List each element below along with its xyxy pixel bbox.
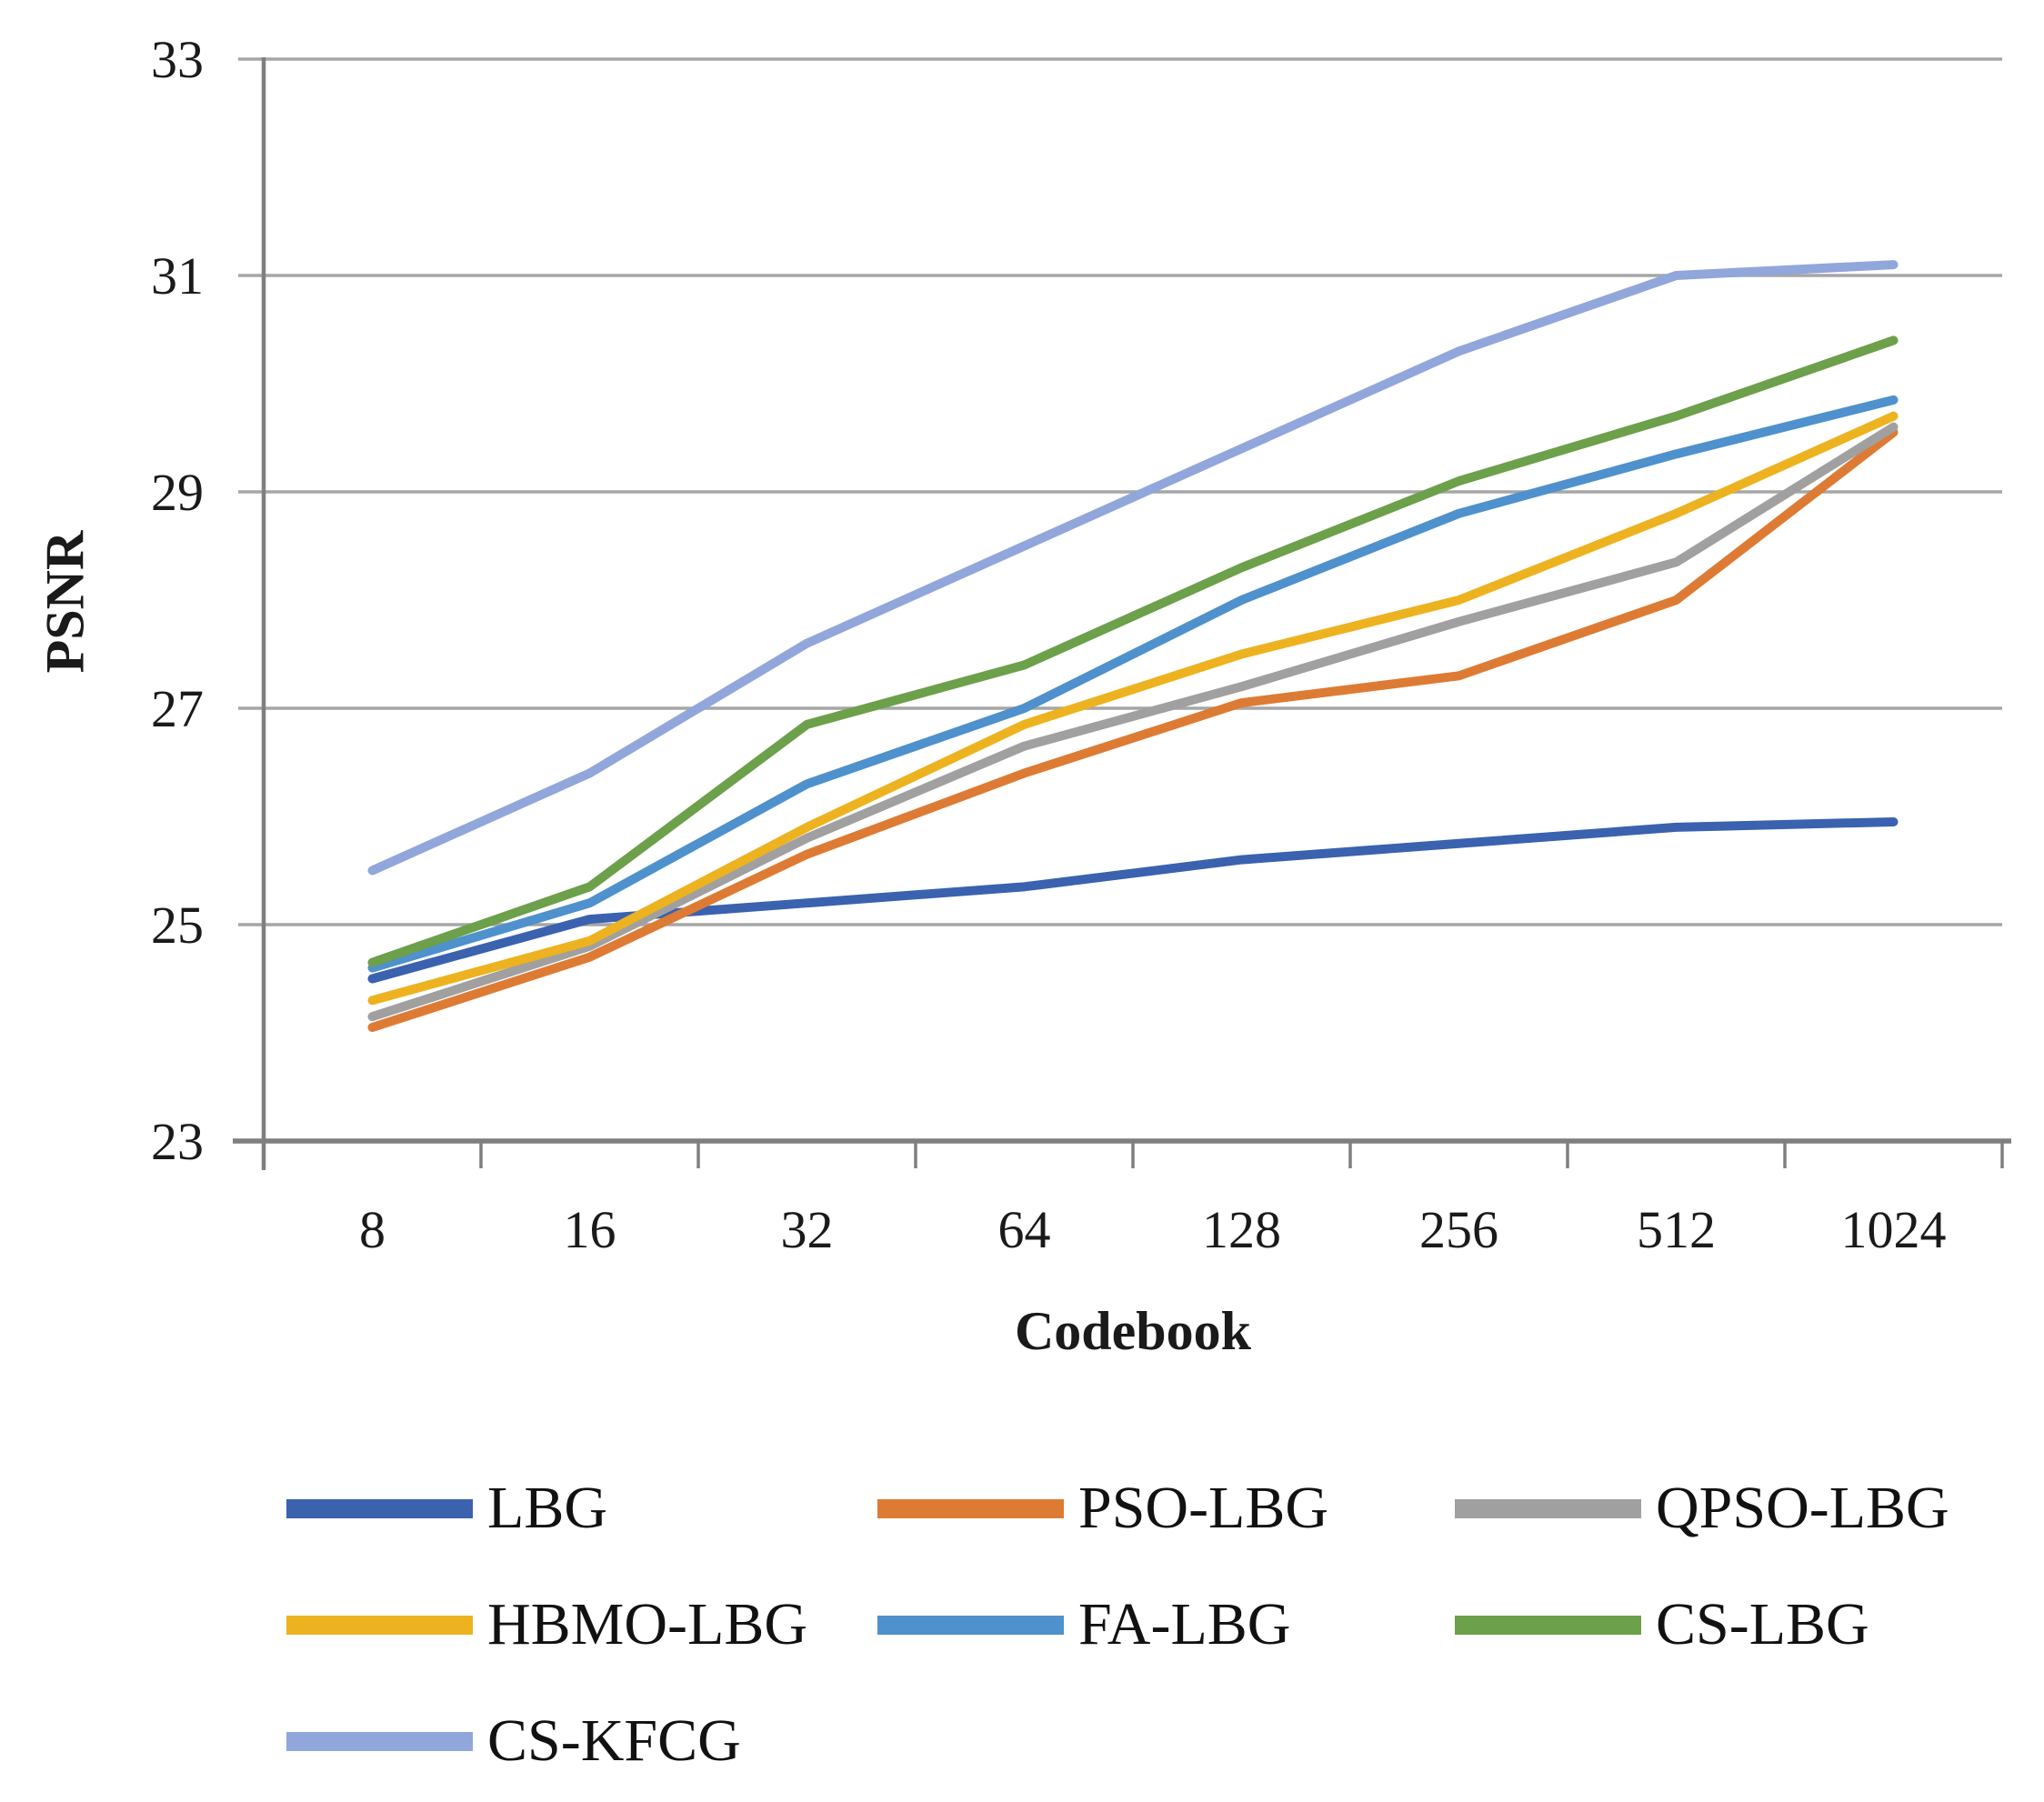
y-tick-label: 31: [151, 246, 204, 305]
y-tick-label: 23: [151, 1112, 204, 1171]
x-tick-label: 256: [1419, 1200, 1498, 1259]
series-line-qpso-lbg: [367, 422, 1899, 1022]
x-tick-label: 32: [781, 1200, 834, 1259]
x-tick-label: 16: [564, 1200, 616, 1259]
series-line-pso-lbg: [367, 427, 1899, 1033]
series-line-lbg: [367, 816, 1899, 984]
y-tick-label: 33: [151, 30, 204, 89]
series-line-cs-kfcg: [367, 260, 1899, 876]
x-axis-title: Codebook: [1014, 1301, 1252, 1361]
y-tick-label: 29: [151, 463, 204, 522]
series-line-hbmo-lbg: [367, 411, 1899, 1006]
y-tick-label: 27: [151, 679, 204, 738]
series-line-fa-lbg: [367, 395, 1899, 973]
x-tick-label: 64: [998, 1200, 1051, 1259]
x-tick-label: 128: [1202, 1200, 1281, 1259]
series-line-cs-lbg: [367, 335, 1899, 967]
x-tick-label: 512: [1637, 1200, 1716, 1259]
x-tick-label: 8: [359, 1200, 386, 1259]
y-axis-title: PSNR: [35, 530, 95, 674]
x-tick-label: 1024: [1841, 1200, 1947, 1259]
y-tick-label: 25: [151, 896, 204, 955]
